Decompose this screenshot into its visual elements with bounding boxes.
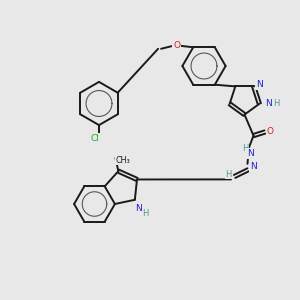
Text: N: N	[135, 204, 142, 213]
Text: O: O	[266, 128, 274, 136]
Text: H: H	[242, 144, 248, 153]
Text: H: H	[273, 99, 280, 108]
Text: H: H	[142, 209, 148, 218]
Text: CH₃: CH₃	[116, 156, 130, 165]
Text: H: H	[225, 169, 232, 178]
Text: N: N	[247, 149, 254, 158]
Text: Cl: Cl	[91, 134, 100, 143]
Text: N: N	[256, 80, 262, 89]
Text: N: N	[266, 99, 272, 108]
Text: O: O	[173, 41, 180, 50]
Text: N: N	[250, 162, 257, 171]
